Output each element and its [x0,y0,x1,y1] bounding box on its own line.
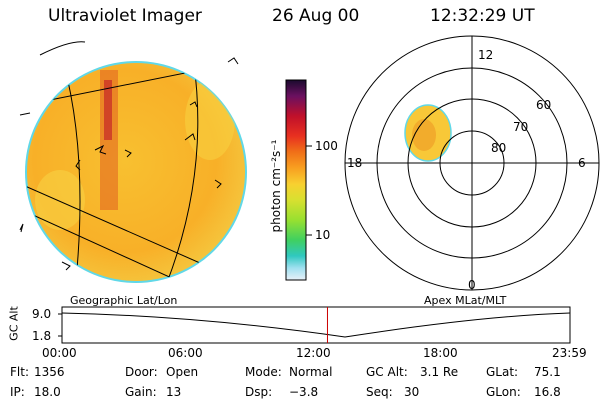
mode-value: Normal [289,365,333,379]
mlt-label-6: 6 [578,156,586,170]
flt-value: 1356 [34,365,65,379]
seq-label: Seq: [366,385,393,399]
seq-value: 30 [404,385,420,399]
time-label: 12:32:29 UT [430,6,535,26]
glat-value: 75.1 [534,365,561,379]
altitude-xtick-1800: 18:00 [423,346,458,360]
mode-label: Mode: [245,365,282,379]
mlt-label-0: 0 [468,278,476,292]
altitude-xtick-0600: 06:00 [168,346,203,360]
apex-caption: Apex MLat/MLT [424,294,507,307]
altitude-ytick-1-8: 1.8 [32,329,52,343]
dsp-value: −3.8 [289,385,319,399]
mlat-label-80: 80 [491,141,507,155]
colorbar-label-10: 10 [315,228,331,242]
colorbar-label-100: 100 [315,139,338,153]
glon-value: 16.8 [534,385,561,399]
ip-value: 18.0 [34,385,61,399]
uv-disk-image [19,41,247,283]
dsp-label: Dsp: [245,385,273,399]
glat-label: GLat: [486,365,519,379]
altitude-ytick-9: 9.0 [32,307,52,321]
altitude-xtick-1200: 12:00 [296,346,331,360]
gcalt-label: GC Alt: [366,365,408,379]
mlt-label-12: 12 [478,48,494,62]
glon-label: GLon: [486,385,521,399]
mlt-label-18: 18 [347,156,363,170]
altitude-xtick-0000: 00:00 [42,346,77,360]
door-label: Door: [125,365,158,379]
altitude-xtick-2359: 23:59 [552,346,587,360]
geographic-caption: Geographic Lat/Lon [70,294,178,307]
altitude-plot [58,306,571,344]
mlat-label-70: 70 [513,120,529,134]
gain-value: 13 [166,385,182,399]
date-label: 26 Aug 00 [272,6,360,26]
polar-plot [344,35,600,291]
door-value: Open [166,365,199,379]
ip-label: IP: [10,385,25,399]
gcalt-value: 3.1 Re [420,365,459,379]
flt-label: Flt: [10,365,29,379]
instrument-title: Ultraviolet Imager [48,6,202,26]
colorbar [285,79,307,281]
altitude-ylabel: GC Alt [7,306,21,341]
gain-label: Gain: [125,385,157,399]
mlat-label-60: 60 [536,98,552,112]
colorbar-unit-label: photon cm⁻²s⁻¹ [269,139,283,233]
